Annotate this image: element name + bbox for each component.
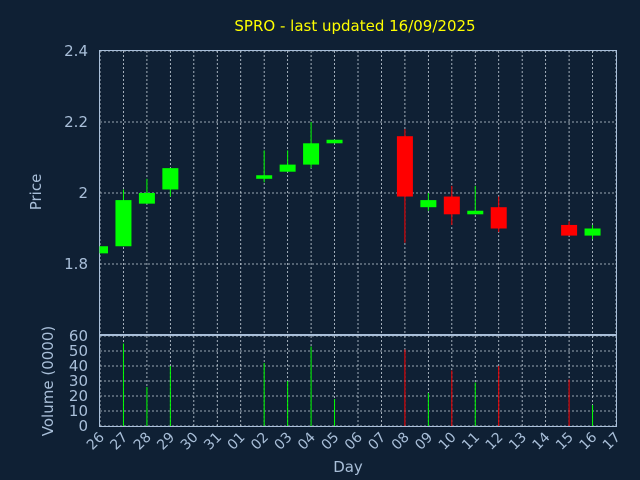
candle-body bbox=[100, 246, 108, 254]
x-tick-label: 15 bbox=[553, 430, 577, 454]
candle-body bbox=[256, 175, 273, 179]
chart-title: SPRO - last updated 16/09/2025 bbox=[234, 17, 475, 35]
volume-y-tick-label: 60 bbox=[69, 327, 88, 345]
volume-y-tick-label: 30 bbox=[69, 372, 88, 390]
price-y-ticks: 1.8 2 2.2 2.4 bbox=[64, 42, 88, 273]
price-y-tick-label: 2 bbox=[78, 184, 88, 202]
x-tick-label: 31 bbox=[201, 430, 225, 454]
volume-y-tick-label: 20 bbox=[69, 387, 88, 405]
candle-body bbox=[138, 193, 155, 204]
x-tick-label: 12 bbox=[483, 430, 507, 454]
x-tick-label: 27 bbox=[107, 430, 131, 454]
price-grid bbox=[99, 50, 617, 335]
price-y-tick-label: 2.2 bbox=[64, 113, 88, 131]
volume-y-tick-label: 40 bbox=[69, 357, 88, 375]
price-y-tick-label: 2.4 bbox=[64, 42, 88, 60]
candle-body bbox=[443, 196, 460, 215]
volume-bars bbox=[122, 343, 594, 426]
x-tick-label: 07 bbox=[365, 430, 389, 454]
x-tick-label: 05 bbox=[318, 430, 342, 454]
volume-y-tick-label: 10 bbox=[69, 402, 88, 420]
x-tick-label: 13 bbox=[506, 430, 530, 454]
x-axis-label: Day bbox=[333, 458, 363, 476]
x-tick-label: 30 bbox=[178, 430, 202, 454]
volume-grid bbox=[99, 335, 617, 427]
x-tick-label: 28 bbox=[131, 430, 155, 454]
candle-body bbox=[584, 228, 601, 236]
x-tick-label: 29 bbox=[154, 430, 178, 454]
volume-axis-label: Volume (0000) bbox=[39, 326, 57, 436]
candle-body bbox=[326, 139, 343, 144]
x-tick-label: 14 bbox=[530, 429, 554, 453]
candle-body bbox=[115, 200, 132, 247]
candle-body bbox=[162, 168, 179, 190]
x-tick-label: 06 bbox=[342, 429, 366, 453]
price-panel-frame bbox=[99, 50, 617, 335]
x-tick-label: 01 bbox=[225, 430, 249, 454]
x-tick-label: 04 bbox=[295, 429, 319, 453]
candle-body bbox=[561, 224, 578, 236]
candle-body bbox=[420, 200, 437, 208]
volume-panel-frame bbox=[99, 335, 617, 427]
x-tick-label: 02 bbox=[248, 430, 272, 454]
candle-body bbox=[467, 210, 484, 215]
x-tick-label: 09 bbox=[412, 430, 436, 454]
candle-body bbox=[279, 164, 296, 172]
x-tick-label: 17 bbox=[600, 430, 624, 454]
x-tick-label: 11 bbox=[459, 430, 483, 454]
candle-body bbox=[303, 143, 320, 165]
candle-body bbox=[490, 207, 507, 229]
price-axis-label: Price bbox=[27, 174, 45, 211]
candles bbox=[99, 122, 601, 254]
x-tick-label: 08 bbox=[389, 430, 413, 454]
volume-y-tick-label: 50 bbox=[69, 342, 88, 360]
x-tick-label: 10 bbox=[436, 430, 460, 454]
x-tick-label: 03 bbox=[272, 430, 296, 454]
price-y-tick-label: 1.8 bbox=[64, 255, 88, 273]
candle-body bbox=[396, 136, 413, 197]
x-tick-label: 16 bbox=[576, 429, 600, 453]
volume-y-tick-label: 0 bbox=[78, 417, 88, 435]
x-ticks: 26 27 28 29 30 31 01 02 03 04 05 06 07 08 09 10 11 12 13 14… bbox=[84, 429, 624, 453]
